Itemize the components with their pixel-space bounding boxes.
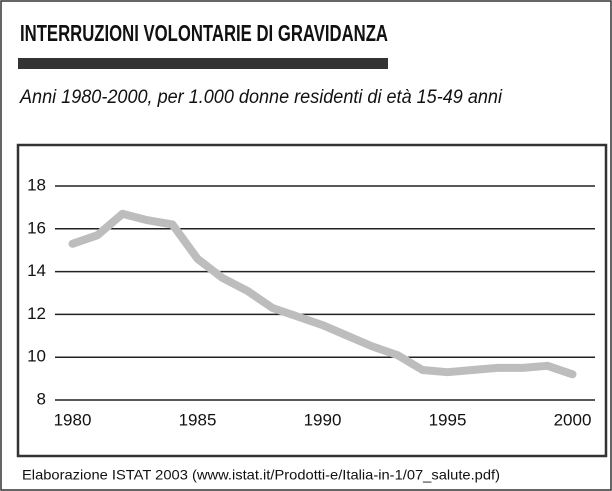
plot-frame	[16, 143, 608, 458]
source: Elaborazione ISTAT 2003 (www.istat.it/Pr…	[22, 467, 500, 483]
y-tick-label: 12	[27, 304, 46, 323]
y-tick-label: 8	[37, 389, 46, 408]
title-bar	[18, 58, 388, 69]
y-tick-label: 16	[27, 218, 46, 237]
y-tick-label: 10	[27, 347, 46, 366]
x-tick-label: 1990	[304, 410, 342, 429]
x-tick-label: 2000	[554, 410, 592, 429]
y-tick-label: 14	[27, 261, 46, 280]
x-tick-label: 1995	[429, 410, 467, 429]
chart-title: INTERRUZIONI VOLONTARIE DI GRAVIDANZA	[20, 20, 388, 46]
data-line	[68, 209, 577, 379]
x-tick-label: 1985	[179, 410, 217, 429]
subtitle: Anni 1980-2000, per 1.000 donne resident…	[19, 87, 503, 108]
x-tick-label: 1980	[54, 410, 92, 429]
y-tick-label: 18	[27, 175, 46, 194]
